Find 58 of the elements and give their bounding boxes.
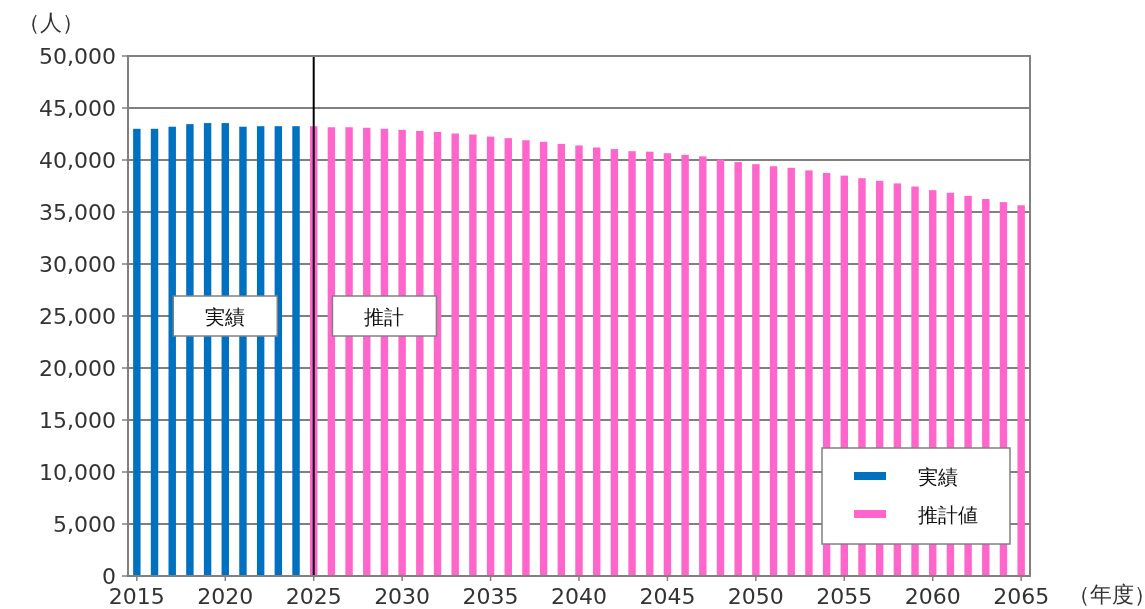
y-tick-label: 35,000 <box>39 200 116 225</box>
x-tick-label: 2035 <box>462 584 519 609</box>
bar <box>522 140 530 576</box>
y-tick-label: 10,000 <box>39 460 116 485</box>
bar <box>805 170 813 576</box>
bar <box>504 138 512 576</box>
legend-label: 実績 <box>918 465 958 489</box>
bar <box>327 127 336 576</box>
x-tick-label: 2020 <box>197 584 254 609</box>
y-tick-label: 50,000 <box>39 44 116 69</box>
x-tick-label: 2060 <box>904 584 961 609</box>
bar <box>769 166 778 576</box>
x-axis-title: （年度） <box>1068 582 1145 607</box>
bar <box>716 159 725 576</box>
bar <box>168 126 176 576</box>
bar <box>345 127 353 576</box>
x-tick-label: 2025 <box>285 584 342 609</box>
bar <box>451 133 459 576</box>
x-tick-label: 2030 <box>374 584 431 609</box>
bar <box>734 162 742 576</box>
bar <box>433 131 442 576</box>
y-tick-label: 25,000 <box>39 304 116 329</box>
bar <box>150 128 159 576</box>
bar <box>133 128 141 576</box>
bar <box>752 164 760 576</box>
bar <box>469 134 477 576</box>
bar <box>681 154 689 576</box>
y-tick-label: 40,000 <box>39 148 116 173</box>
bar <box>699 156 707 576</box>
bar <box>663 153 672 576</box>
bar <box>628 151 636 576</box>
y-tick-label: 20,000 <box>39 356 116 381</box>
annotation: 実績 <box>205 305 246 329</box>
bar <box>646 151 654 576</box>
bar <box>274 126 283 576</box>
bar <box>186 124 194 576</box>
bar <box>416 130 424 576</box>
y-tick-label: 15,000 <box>39 408 116 433</box>
y-tick-label: 45,000 <box>39 96 116 121</box>
bar <box>292 126 300 576</box>
y-tick-label: 30,000 <box>39 252 116 277</box>
bar <box>610 149 619 576</box>
x-tick-label: 2055 <box>816 584 873 609</box>
y-tick-label: 5,000 <box>53 512 116 537</box>
bar <box>592 147 601 576</box>
x-tick-label: 2040 <box>551 584 607 609</box>
annotation: 推計 <box>364 305 405 329</box>
bar <box>575 145 583 576</box>
legend-label: 推計値 <box>918 503 978 527</box>
x-tick-label: 2065 <box>993 584 1050 609</box>
bar <box>486 136 495 576</box>
x-tick-label: 2050 <box>727 584 784 609</box>
y-axis-title: （人） <box>18 10 84 35</box>
bar <box>539 141 548 576</box>
x-tick-label: 2045 <box>639 584 696 609</box>
bar <box>557 143 566 576</box>
bar <box>1017 205 1025 576</box>
bar <box>787 167 795 576</box>
